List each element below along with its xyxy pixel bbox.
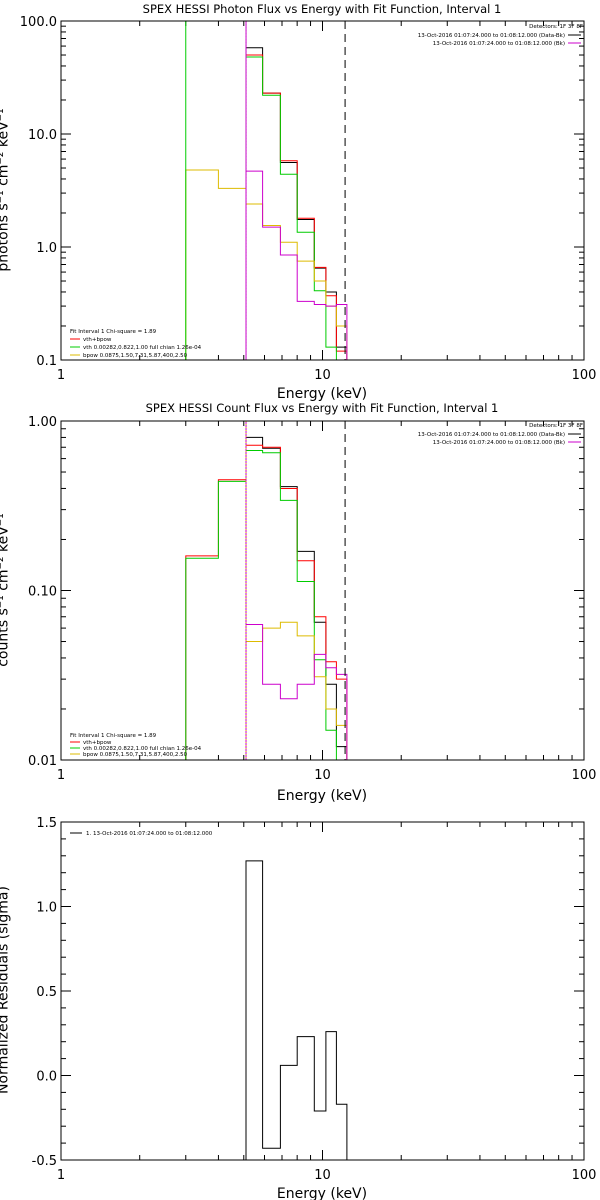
photon-flux-series-bk bbox=[245, 170, 348, 360]
residuals-panel: Energy (keV) Normalized Residuals (sigma… bbox=[0, 816, 596, 1200]
photon-flux-x-axis-label: Energy (keV) bbox=[277, 386, 367, 402]
photon-flux-y-tick-label: 100.0 bbox=[20, 15, 57, 30]
photon-flux-legend-top: Detectors: 1F 3F 8F 13-Oct-2016 01:07:24… bbox=[418, 24, 583, 47]
count-flux-x-axis-label: Energy (keV) bbox=[277, 788, 367, 804]
count-flux-y-tick-label: 1.00 bbox=[28, 415, 57, 430]
residuals-y-tick-label: 1.0 bbox=[36, 901, 57, 916]
count-flux-fit-bpow: bpow 0.0875,1.50,7.31,5.87,400,2.50 bbox=[83, 752, 188, 758]
count-flux-legend-bk: 13-Oct-2016 01:07:24.000 to 01:08:12.000… bbox=[433, 440, 565, 446]
photon-flux-fit-header: Fit Interval 1 Chi-square = 1.89 bbox=[70, 329, 157, 335]
photon-flux-reference-lines bbox=[185, 21, 346, 360]
count-flux-series-bpow bbox=[245, 621, 348, 760]
count-flux-x-tick-label: 1 bbox=[57, 768, 65, 783]
count-flux-title: SPEX HESSI Count Flux vs Energy with Fit… bbox=[146, 401, 499, 415]
count-flux-series-data bbox=[245, 436, 348, 760]
photon-flux-series-bpow bbox=[185, 169, 348, 360]
residuals-y-tick-label: -0.5 bbox=[32, 1154, 57, 1169]
photon-flux-series-total bbox=[245, 54, 348, 360]
count-flux-x-tick-label: 10 bbox=[314, 768, 331, 783]
photon-flux-ticks: 1 10 100 0.1 1.0 10.0 100.0 bbox=[20, 15, 597, 383]
photon-flux-x-tick-label: 100 bbox=[572, 368, 597, 383]
residuals-y-tick-label: 1.5 bbox=[36, 816, 57, 831]
photon-flux-series-vth bbox=[245, 56, 347, 361]
residuals-series-residuals bbox=[245, 860, 348, 1160]
count-flux-series-bk bbox=[245, 624, 348, 760]
residuals-plot-frame bbox=[60, 821, 585, 1161]
count-flux-legend-fit: Fit Interval 1 Chi-square = 1.89 vth+bpo… bbox=[70, 733, 202, 758]
residuals-x-tick-label: 1 bbox=[57, 1168, 65, 1183]
residuals-legend-entry: 1. 13-Oct-2016 01:07:24.000 to 01:08:12.… bbox=[86, 831, 213, 837]
photon-flux-y-tick-label: 1.0 bbox=[36, 241, 57, 256]
count-flux-reference-lines bbox=[245, 421, 346, 760]
photon-flux-plot-frame bbox=[60, 20, 585, 361]
count-flux-legend-data-bk: 13-Oct-2016 01:07:24.000 to 01:08:12.000… bbox=[418, 432, 565, 438]
photon-flux-detectors: Detectors: 1F 3F 8F bbox=[529, 24, 583, 30]
count-flux-fit-vth: vth 0.00282,0.822,1.00 full chian 1.26e-… bbox=[83, 746, 202, 752]
photon-flux-legend-bk: 13-Oct-2016 01:07:24.000 to 01:08:12.000… bbox=[433, 41, 565, 47]
count-flux-ticks: 1 10 100 0.01 0.10 1.00 bbox=[28, 415, 596, 783]
count-flux-y-tick-label: 0.01 bbox=[28, 754, 57, 769]
photon-flux-legend-fit: Fit Interval 1 Chi-square = 1.89 vth+bpo… bbox=[70, 329, 202, 359]
count-flux-y-axis-label: counts s⁻¹ cm⁻² keV⁻¹ bbox=[0, 513, 12, 667]
residuals-x-tick-label: 100 bbox=[572, 1168, 597, 1183]
photon-flux-x-tick-label: 1 bbox=[57, 368, 65, 383]
photon-flux-marks bbox=[185, 47, 348, 361]
count-flux-x-tick-label: 100 bbox=[572, 768, 597, 783]
count-flux-y-tick-label: 0.10 bbox=[28, 585, 57, 600]
photon-flux-y-tick-label: 0.1 bbox=[36, 354, 57, 369]
residuals-y-axis-label: Normalized Residuals (sigma) bbox=[0, 886, 12, 1094]
count-flux-panel: SPEX HESSI Count Flux vs Energy with Fit… bbox=[0, 401, 596, 804]
count-flux-plot-frame bbox=[60, 420, 585, 761]
photon-flux-title: SPEX HESSI Photon Flux vs Energy with Fi… bbox=[143, 2, 502, 16]
photon-flux-y-axis-label: photons s⁻¹ cm⁻² keV⁻¹ bbox=[0, 108, 12, 271]
residuals-x-axis-label: Energy (keV) bbox=[277, 1186, 367, 1200]
residuals-ticks: 1 10 100 -0.5 0.0 0.5 1.0 1.5 bbox=[32, 816, 597, 1183]
photon-flux-panel: SPEX HESSI Photon Flux vs Energy with Fi… bbox=[0, 2, 596, 402]
count-flux-fit-header: Fit Interval 1 Chi-square = 1.89 bbox=[70, 733, 157, 739]
photon-flux-fit-total: vth+bpow bbox=[83, 337, 112, 343]
residuals-y-tick-label: 0.5 bbox=[36, 985, 57, 1000]
residuals-marks bbox=[245, 860, 348, 1160]
photon-flux-x-tick-label: 10 bbox=[314, 368, 331, 383]
count-flux-legend-top: Detectors: 1F 3F 8F 13-Oct-2016 01:07:24… bbox=[418, 423, 583, 446]
photon-flux-y-tick-label: 10.0 bbox=[28, 128, 57, 143]
count-flux-series-total bbox=[185, 444, 348, 760]
residuals-legend: 1. 13-Oct-2016 01:07:24.000 to 01:08:12.… bbox=[70, 831, 213, 837]
photon-flux-fit-vth: vth 0.00282,0.822,1.00 full chian 1.26e-… bbox=[83, 345, 202, 351]
residuals-y-tick-label: 0.0 bbox=[36, 1070, 57, 1085]
count-flux-marks bbox=[185, 436, 348, 761]
residuals-x-tick-label: 10 bbox=[314, 1168, 331, 1183]
count-flux-fit-total: vth+bpow bbox=[83, 740, 112, 746]
photon-flux-fit-bpow: bpow 0.0875,1.50,7.31,5.87,400,2.50 bbox=[83, 353, 188, 359]
count-flux-detectors: Detectors: 1F 3F 8F bbox=[529, 423, 583, 429]
photon-flux-legend-data-bk: 13-Oct-2016 01:07:24.000 to 01:08:12.000… bbox=[418, 33, 565, 39]
count-flux-series-vth bbox=[185, 450, 347, 761]
